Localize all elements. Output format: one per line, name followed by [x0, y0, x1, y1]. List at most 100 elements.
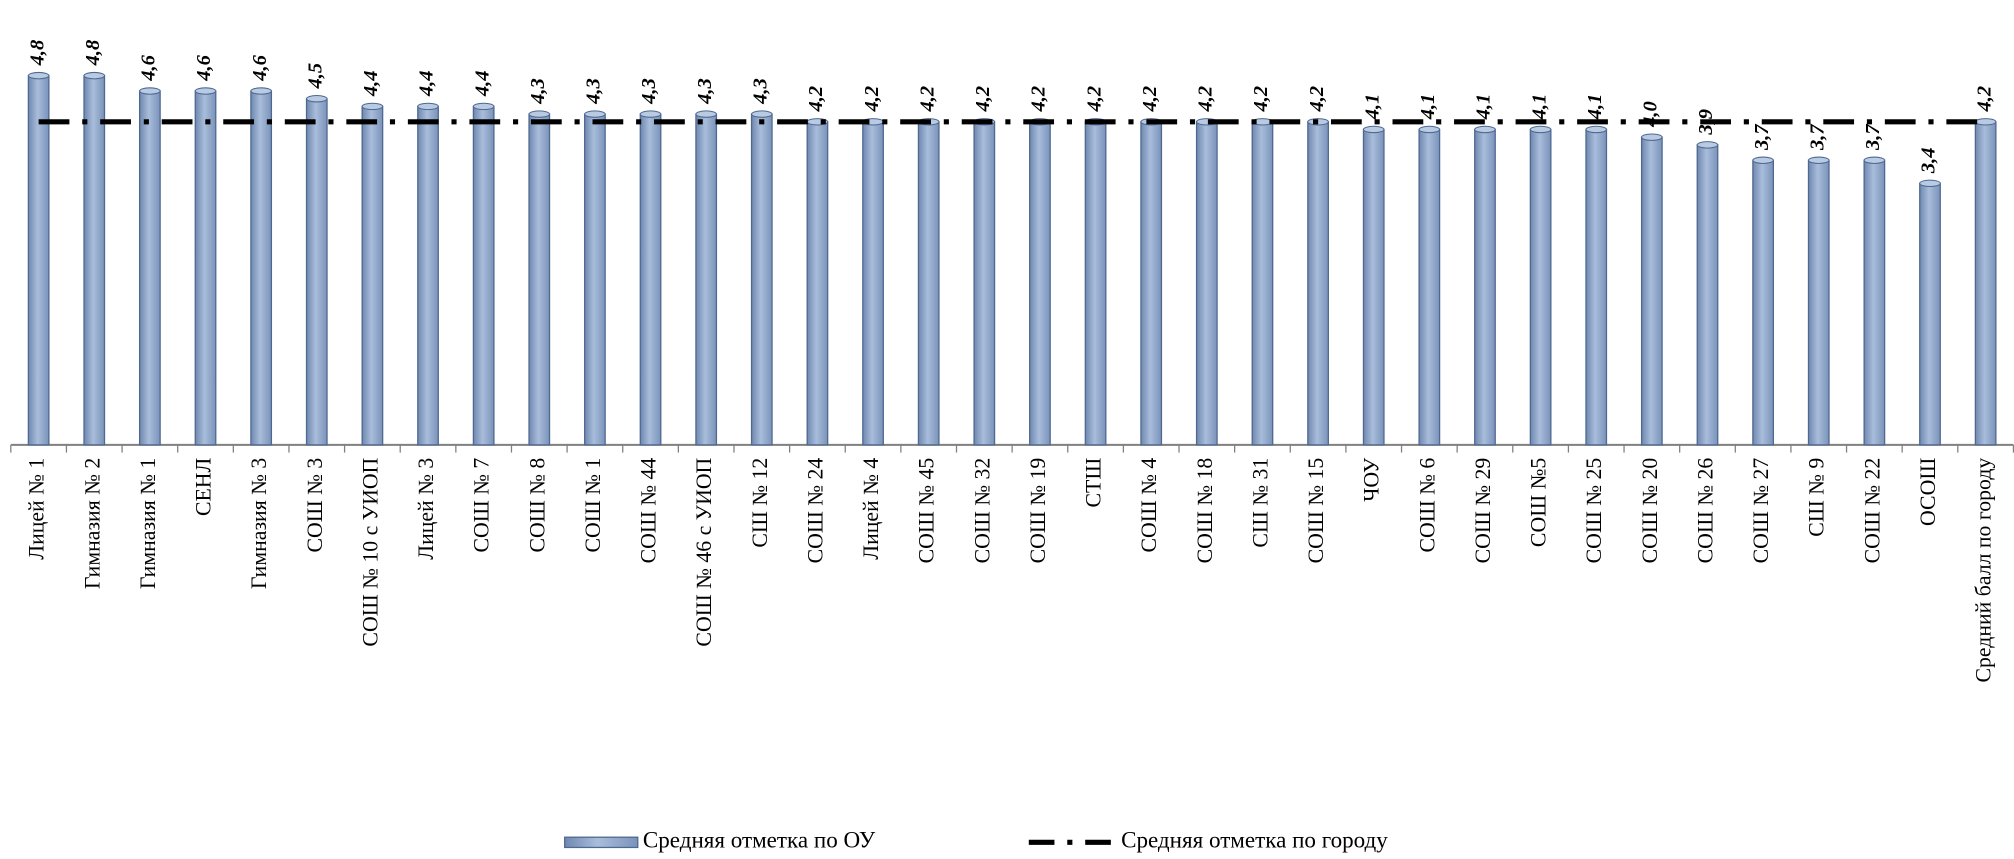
x-tick-label: Гимназия № 3 [247, 458, 271, 589]
data-label: 4,1 [1417, 94, 1439, 121]
bar [750, 113, 773, 446]
bar-cap [1474, 125, 1496, 134]
x-tick-label: Лицей № 1 [25, 458, 49, 560]
bar-cap [1362, 125, 1385, 134]
bar [83, 75, 106, 446]
data-label: 4,4 [471, 71, 493, 98]
bar [27, 75, 50, 446]
bar [305, 98, 328, 446]
data-label: 4,2 [1306, 86, 1328, 113]
x-tick-label: СШ № 9 [1805, 458, 1829, 537]
bar [472, 105, 495, 446]
data-label: 4,2 [805, 86, 827, 113]
x-tick-label: СОШ № 4 [1137, 458, 1161, 553]
data-label: 4,8 [82, 40, 104, 67]
legend-label: Средняя отметка по ОУ [643, 827, 876, 853]
x-tick-label: СОШ № 18 [1193, 458, 1217, 564]
x-tick-label: Гимназия № 1 [136, 458, 160, 589]
x-tick-label: СОШ № 46 с УИОП [692, 457, 716, 646]
bar [417, 105, 439, 446]
x-tick-label: СОШ № 20 [1638, 458, 1662, 564]
bar [862, 121, 884, 446]
bar-cap [1807, 156, 1830, 164]
x-tick-label: СОШ № 10 с УИОП [358, 457, 382, 646]
data-label: 3,7 [1862, 124, 1884, 151]
data-label: 4,8 [26, 40, 48, 67]
x-tick-label: СШ № 31 [1248, 458, 1272, 548]
bar [1529, 128, 1552, 446]
bar [695, 113, 718, 446]
x-tick-label: СОШ № 3 [303, 458, 327, 553]
data-label: 4,3 [527, 78, 549, 105]
bar [1807, 159, 1830, 446]
data-label: 4,2 [1028, 86, 1050, 113]
bar [138, 90, 161, 446]
bar-cap [1529, 125, 1552, 134]
x-tick-label: СОШ №5 [1527, 458, 1551, 547]
bar [194, 90, 217, 446]
bar [250, 90, 273, 446]
bar-cap [751, 110, 773, 118]
bar-cap [1974, 118, 1997, 126]
x-tick-label: СОШ № 7 [470, 458, 494, 553]
data-label: 3,4 [1918, 147, 1940, 174]
bar [1974, 121, 1997, 446]
bar [1195, 121, 1218, 446]
data-label: 3,7 [1806, 124, 1828, 151]
bar [584, 113, 606, 446]
x-tick-label: Лицей № 4 [859, 458, 883, 560]
x-tick-label: Средний балл по городу [1972, 458, 1996, 683]
x-tick-label: СОШ № 24 [803, 458, 827, 564]
bar-cap [250, 87, 272, 95]
bar [973, 121, 996, 446]
data-label: 4,3 [694, 78, 716, 105]
bar [1418, 128, 1441, 446]
bar [639, 113, 662, 446]
bar [1640, 136, 1663, 446]
x-tick-label: СОШ № 45 [915, 458, 939, 564]
data-label: 4,1 [1528, 94, 1550, 121]
data-label: 4,3 [638, 78, 660, 105]
bar [1307, 121, 1329, 446]
bar-cap [1641, 133, 1663, 141]
x-tick-label: СОШ № 26 [1693, 458, 1717, 564]
x-tick-label: СОШ № 19 [1026, 458, 1050, 564]
x-tick-label: СОШ № 44 [637, 458, 661, 564]
x-tick-label: СОШ № 6 [1415, 458, 1439, 553]
data-label: 4,4 [360, 71, 382, 98]
bar-cap [83, 71, 106, 80]
bar [1251, 121, 1274, 446]
bar-cap [472, 102, 495, 111]
data-label: 4,6 [249, 54, 271, 81]
x-tick-label: СОШ № 1 [581, 458, 605, 553]
x-tick-label: СОШ № 27 [1749, 458, 1773, 564]
bar [806, 121, 829, 446]
data-label: 4,2 [1195, 86, 1217, 113]
data-label: 4,6 [138, 54, 160, 81]
data-label: 4,2 [1083, 86, 1105, 113]
bar-cap [639, 110, 662, 118]
data-label: 4,6 [193, 54, 215, 81]
bar [1084, 121, 1107, 446]
data-label: 4,2 [861, 86, 883, 113]
legend-swatch [564, 836, 639, 849]
bar-cap [139, 87, 161, 95]
bar-cap [695, 110, 717, 118]
bar [1919, 182, 1941, 446]
bar [917, 121, 940, 446]
bar-cap [417, 102, 439, 111]
bar-cap [27, 71, 50, 80]
x-tick-label: СЕНЛ [192, 457, 216, 516]
data-label: 4,4 [416, 71, 438, 98]
data-label: 4,3 [750, 78, 772, 105]
bar [1696, 144, 1719, 446]
data-label: 4,2 [1250, 86, 1272, 113]
bar [1140, 121, 1163, 446]
bar [1752, 159, 1775, 446]
x-tick-label: СОШ № 25 [1582, 458, 1606, 564]
data-label: 4,2 [1139, 86, 1161, 113]
legend-label: Средняя отметка по городу [1121, 827, 1388, 853]
bar [1474, 128, 1496, 446]
data-label: 3,7 [1751, 124, 1773, 151]
